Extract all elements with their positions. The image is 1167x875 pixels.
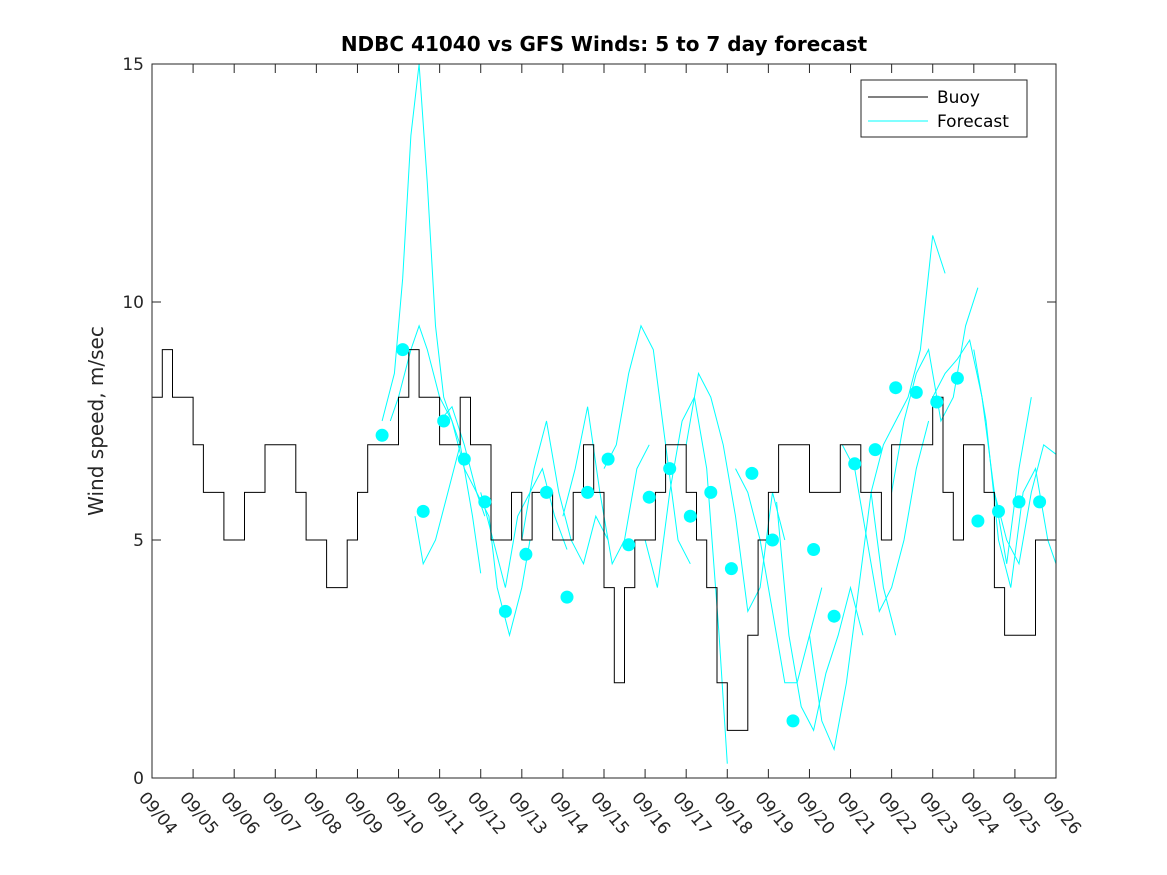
forecast-line-2 (414, 444, 482, 574)
forecast-marker-6 (498, 604, 512, 618)
forecast-marker-20 (786, 714, 800, 728)
forecast-marker-31 (1012, 495, 1026, 509)
legend: Buoy Forecast (860, 79, 1028, 138)
y-tick-label-2: 10 (122, 293, 144, 313)
forecast-marker-18 (745, 466, 759, 480)
series-layer (152, 63, 1057, 764)
chart-title: NDBC 41040 vs GFS Winds: 5 to 7 day fore… (341, 32, 868, 56)
forecast-line-12 (809, 492, 897, 752)
forecast-marker-14 (663, 462, 677, 476)
forecast-marker-21 (807, 543, 821, 556)
forecast-marker-19 (766, 533, 779, 547)
forecast-line-1 (389, 324, 486, 517)
y-tick-label-3: 15 (122, 55, 144, 75)
forecast-marker-9 (560, 590, 574, 604)
forecast-marker-28 (950, 371, 964, 385)
forecast-marker-23 (848, 457, 862, 471)
forecast-marker-17 (724, 562, 738, 576)
forecast-line-15 (891, 287, 979, 493)
forecast-line-5 (521, 420, 609, 566)
legend-buoy-label: Buoy (937, 88, 980, 108)
forecast-line-14 (870, 235, 946, 493)
forecast-line-0 (381, 63, 461, 445)
buoy-line (152, 349, 1056, 731)
forecast-marker-22 (827, 609, 841, 623)
forecast-marker-7 (519, 547, 533, 561)
y-axis-label: Wind speed, m/sec (84, 326, 108, 516)
forecast-line-3 (439, 405, 531, 638)
forecast-line-6 (562, 406, 650, 566)
forecast-line-17 (973, 349, 1057, 588)
forecast-marker-12 (622, 538, 636, 552)
forecast-marker-1 (396, 343, 410, 357)
forecast-marker-27 (930, 395, 944, 409)
forecast-marker-5 (478, 495, 492, 509)
forecast-line-13 (841, 420, 930, 613)
forecast-marker-2 (416, 504, 430, 518)
y-axis: 0 5 10 15 (122, 55, 1056, 789)
forecast-marker-25 (889, 381, 903, 395)
legend-forecast-label: Forecast (937, 112, 1009, 132)
forecast-marker-3 (437, 414, 451, 428)
forecast-marker-30 (992, 504, 1005, 518)
forecast-marker-8 (540, 485, 553, 499)
forecast-marker-29 (971, 514, 985, 528)
y-tick-label-0: 0 (133, 769, 144, 789)
forecast-marker-26 (909, 385, 923, 399)
forecast-marker-11 (601, 452, 615, 466)
forecast-marker-10 (581, 485, 595, 499)
forecast-line-11 (776, 501, 864, 732)
plot-area (152, 64, 1056, 778)
forecast-line-18 (993, 443, 1057, 566)
legend-box (860, 79, 1028, 138)
forecast-marker-15 (683, 509, 697, 523)
forecast-marker-24 (868, 443, 882, 457)
forecast-marker-0 (375, 428, 389, 442)
forecast-marker-32 (1033, 495, 1047, 509)
forecast-line-10 (735, 468, 823, 684)
forecast-marker-16 (704, 485, 718, 499)
forecast-marker-4 (457, 452, 471, 466)
forecast-marker-13 (642, 490, 656, 504)
forecast-line-7 (603, 324, 691, 565)
y-tick-label-1: 5 (133, 531, 144, 551)
